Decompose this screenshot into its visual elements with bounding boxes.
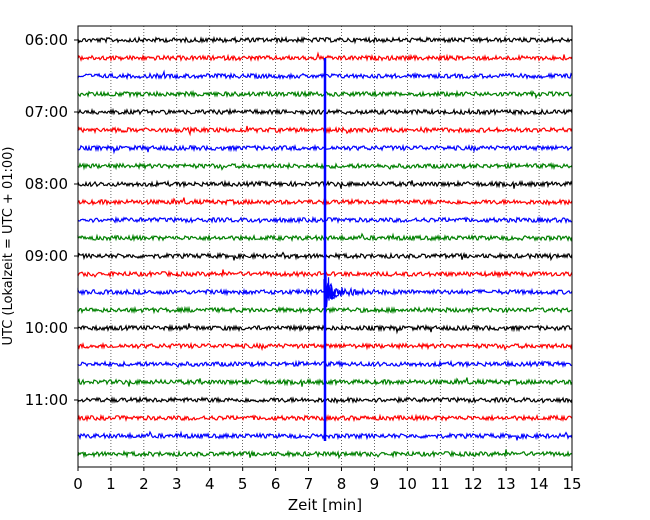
x-tick-label: 3 [172,475,182,493]
x-tick-label: 4 [205,475,215,493]
y-tick-label: 07:00 [25,103,68,121]
event-burst [323,261,346,328]
x-tick-label: 14 [530,475,549,493]
x-axis-ticks: 0 1 2 3 4 5 6 7 8 9 10 11 12 13 14 15 [73,467,582,493]
y-axis-ticks: 06:00 07:00 08:00 09:00 10:00 11:00 [25,31,78,409]
x-tick-label: 15 [562,475,581,493]
trace-line [77,449,573,460]
x-tick-label: 13 [497,475,516,493]
x-tick-label: 5 [238,475,248,493]
x-tick-label: 12 [464,475,483,493]
x-tick-label: 0 [73,475,83,493]
x-tick-label: 6 [271,475,281,493]
y-tick-label: 06:00 [25,31,68,49]
x-tick-label: 2 [139,475,149,493]
y-tick-label: 08:00 [25,175,68,193]
y-tick-label: 11:00 [25,391,68,409]
trace-line [77,35,573,45]
x-tick-label: 10 [398,475,417,493]
x-tick-label: 11 [431,475,450,493]
plot-frame [77,25,573,468]
x-axis-label: Zeit [min] [288,496,362,514]
event-marker [323,58,346,441]
y-axis-label: UTC (Lokalzeit = UTC + 01:00) [1,147,16,346]
x-tick-label: 7 [304,475,314,493]
x-tick-label: 1 [106,475,116,493]
x-tick-label: 9 [370,475,380,493]
y-tick-label: 09:00 [25,247,68,265]
x-tick-label: 8 [337,475,347,493]
y-tick-label: 10:00 [25,319,68,337]
